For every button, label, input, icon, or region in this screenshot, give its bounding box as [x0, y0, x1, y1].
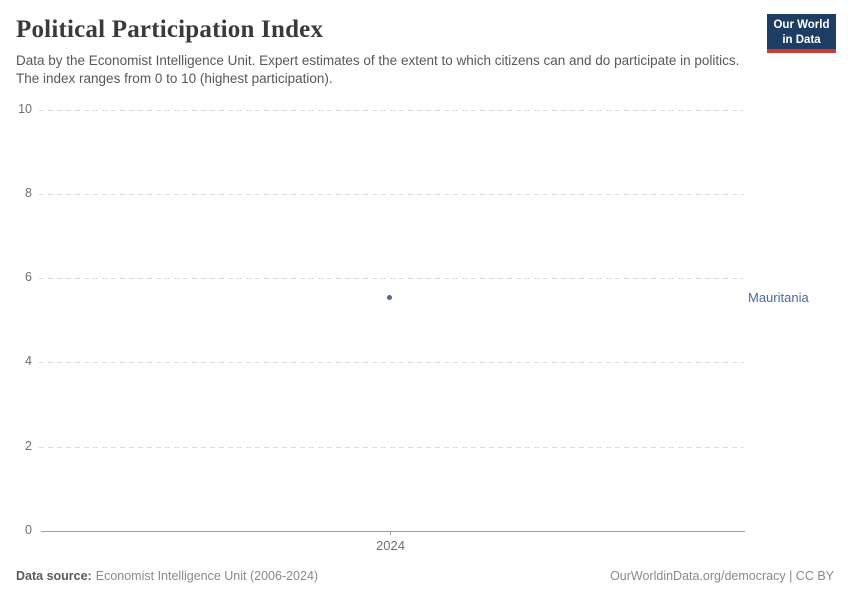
y-axis-tick-2: 2: [25, 439, 32, 453]
chart-subtitle: Data by the Economist Intelligence Unit.…: [16, 53, 740, 86]
credit-link[interactable]: OurWorldinData.org/democracy | CC BY: [610, 569, 834, 583]
gridline-4: [39, 362, 744, 363]
gridline-10: [39, 110, 744, 111]
y-axis-tick-10: 10: [18, 102, 32, 116]
data-point-mauritania[interactable]: [387, 295, 392, 300]
x-axis-tick-label: 2024: [376, 538, 405, 553]
entity-label-mauritania[interactable]: Mauritania: [748, 290, 809, 305]
data-source: Data source: Economist Intelligence Unit …: [16, 569, 318, 583]
gridline-8: [39, 194, 744, 195]
x-axis-line: [41, 531, 745, 532]
y-axis-tick-6: 6: [25, 270, 32, 284]
data-source-label: Data source:: [16, 569, 92, 583]
owid-logo-line1: Our World: [773, 19, 830, 31]
data-source-text: Economist Intelligence Unit (2006-2024): [95, 569, 319, 583]
y-axis-tick-0: 0: [25, 523, 32, 537]
page-title: Political Participation Index: [16, 16, 324, 43]
owid-logo-line2: in Data: [782, 33, 821, 46]
gridline-6: [39, 278, 744, 279]
gridline-2: [39, 447, 744, 448]
x-axis-tick-mark: [390, 531, 391, 535]
y-axis-tick-8: 8: [25, 186, 32, 200]
y-axis-tick-4: 4: [25, 354, 32, 368]
owid-logo[interactable]: Our World in Data: [767, 14, 836, 53]
